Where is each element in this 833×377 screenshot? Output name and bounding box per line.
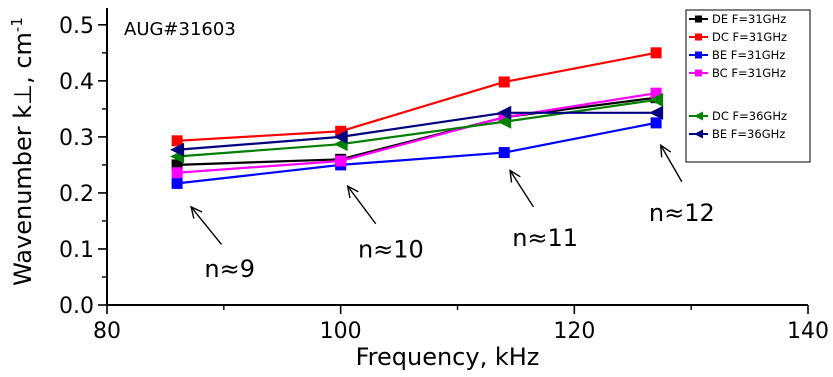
annotation-arrow <box>347 185 377 225</box>
legend-label: BC F=31GHz <box>712 66 786 80</box>
data-point <box>171 177 183 189</box>
series-6 <box>170 105 664 157</box>
x-tick-label: 140 <box>787 319 829 344</box>
legend-marker <box>694 111 703 121</box>
legend-frame <box>685 9 811 163</box>
annotation: n≈11 <box>509 169 578 252</box>
series-layer <box>170 47 664 189</box>
y-tick-label: 0.5 <box>59 14 94 39</box>
x-axis-title: Frequency, kHz <box>356 343 540 371</box>
y-tick-label: 0.0 <box>59 294 94 319</box>
legend-marker <box>695 51 702 59</box>
x-tick-label: 120 <box>553 319 595 344</box>
annotation-label: n≈12 <box>649 199 715 227</box>
annotation-arrow <box>190 206 223 245</box>
data-point <box>498 111 510 123</box>
y-ticks: 0.0 0.1 0.2 0.3 0.4 0.5 <box>59 14 107 319</box>
legend-label: DC F=31GHz <box>712 30 787 44</box>
series-3 <box>171 117 662 189</box>
y-tick-label: 0.4 <box>59 70 94 95</box>
series-line <box>177 92 657 174</box>
annotation-label: n≈9 <box>204 255 255 283</box>
annotation-arrowhead <box>509 169 521 183</box>
y-tick-label: 0.3 <box>59 126 94 151</box>
data-point <box>498 76 510 88</box>
y-axis-title-superscript: -1 <box>8 17 26 32</box>
annotation: n≈10 <box>346 184 424 263</box>
data-point <box>333 129 348 144</box>
annotation-arrowhead <box>190 205 203 219</box>
legend: DE F=31GHz DC F=31GHz BE F=31GHz BC F=31GHz… <box>685 9 811 163</box>
data-point <box>650 87 662 99</box>
annotation-arrow <box>509 170 535 208</box>
data-point <box>649 92 664 107</box>
data-point <box>335 125 347 137</box>
legend-marker <box>695 33 702 41</box>
annotation: n≈12 <box>649 143 715 227</box>
series-line <box>177 98 657 158</box>
x-ticks: 80 100 120 140 <box>93 305 829 344</box>
legend-marker <box>694 129 703 139</box>
legend-label: BE F=36GHz <box>712 127 785 141</box>
x-tick-label: 100 <box>320 319 362 344</box>
annotation-arrowhead <box>659 143 672 158</box>
data-point <box>335 155 347 167</box>
legend-label: DE F=31GHz <box>712 12 786 26</box>
annotation-label: n≈11 <box>512 224 578 252</box>
legend-marker <box>695 69 702 77</box>
data-point <box>498 147 510 159</box>
legend-entry: DE F=31GHz <box>689 12 786 26</box>
data-point <box>497 105 512 120</box>
data-point <box>171 167 183 179</box>
data-point <box>649 105 664 120</box>
legend-label: DC F=36GHz <box>712 109 787 123</box>
chart-title: AUG#31603 <box>124 19 236 40</box>
legend-marker <box>695 15 702 23</box>
y-tick-label: 0.1 <box>59 238 94 263</box>
data-point <box>650 117 662 129</box>
series-4 <box>171 87 662 179</box>
y-axis-title: Wavenumber k⊥, cm-1 <box>8 17 37 286</box>
data-point <box>170 142 185 157</box>
legend-entry: DC F=36GHz <box>689 109 787 123</box>
series-2 <box>171 47 662 147</box>
x-tick-label: 80 <box>93 319 121 344</box>
series-line <box>177 51 657 142</box>
y-axis-title-main: Wavenumber k⊥, cm <box>9 32 37 286</box>
series-line <box>177 111 657 151</box>
annotation-arrowhead <box>346 184 359 199</box>
legend-entry: DC F=31GHz <box>689 30 787 44</box>
data-point <box>171 135 183 147</box>
annotation-arrow <box>660 144 683 183</box>
series-line <box>176 121 657 185</box>
annotation-label: n≈10 <box>358 235 424 263</box>
legend-entry: BE F=36GHz <box>689 127 785 141</box>
legend-entry: BC F=31GHz <box>689 66 786 80</box>
data-point <box>650 47 662 59</box>
y-tick-label: 0.2 <box>59 182 94 207</box>
data-point <box>171 159 183 171</box>
legend-entry: BE F=31GHz <box>689 48 785 62</box>
legend-label: BE F=31GHz <box>712 48 785 62</box>
annotation: n≈9 <box>190 205 255 283</box>
annotation-layer: n≈9 n≈10 n≈11 n≈12 <box>190 143 715 283</box>
data-point <box>497 114 512 129</box>
